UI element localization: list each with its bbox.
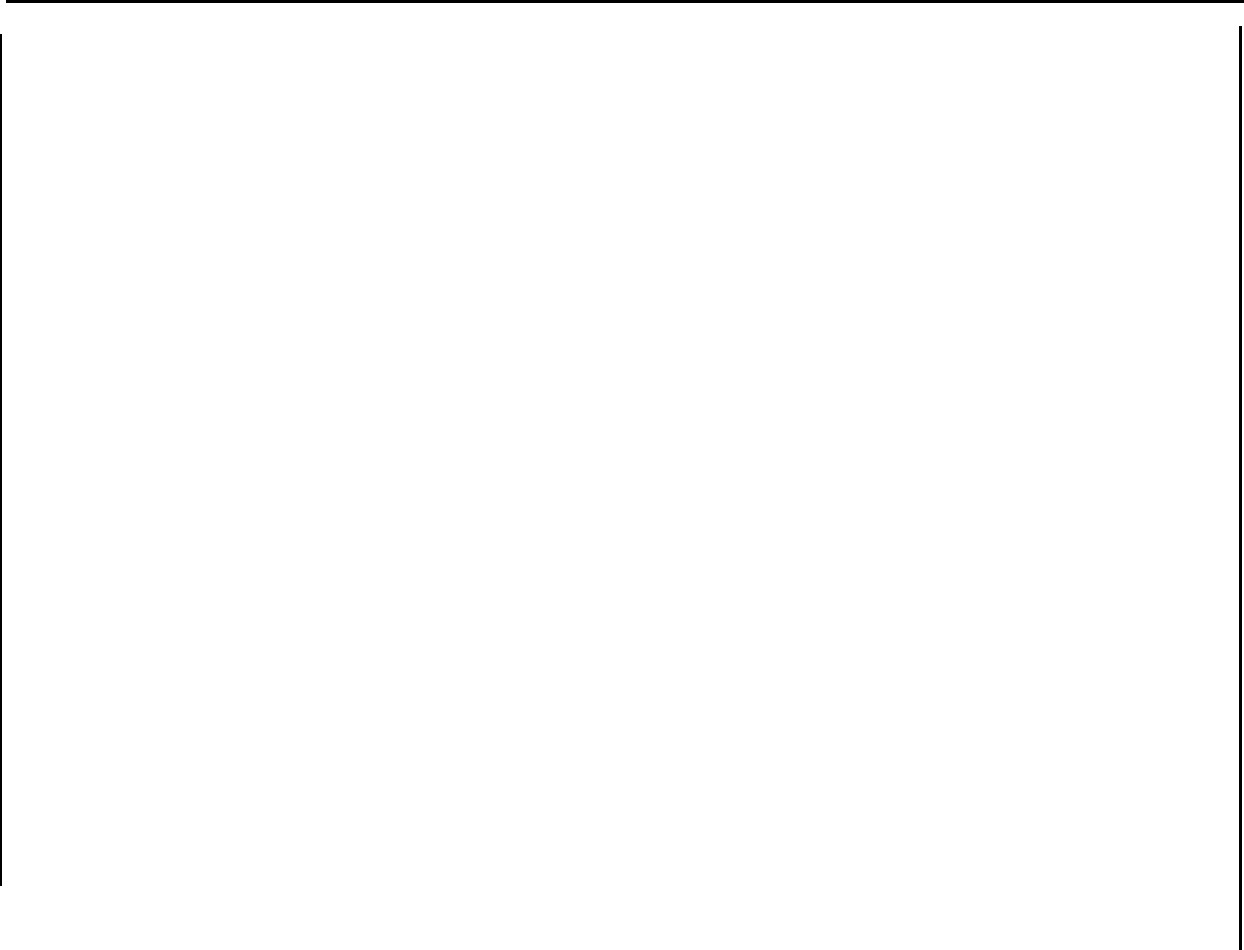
heatmap-cell [730, 57, 1038, 319]
heatmap-cell [730, 319, 1038, 581]
heatmap-grid [115, 57, 1038, 843]
heatmap-cell [423, 319, 731, 581]
screenshot-border-top [6, 0, 1244, 3]
heatmap-cell [423, 581, 731, 843]
heatmap-cell [115, 581, 423, 843]
heatmap-cell [115, 57, 423, 319]
colorbar [1093, 55, 1133, 842]
heatmap-cell [423, 57, 731, 319]
heatmap-cell [730, 581, 1038, 843]
screenshot-border-left [0, 34, 2, 886]
figure [0, 0, 1244, 950]
screenshot-border-right [1239, 26, 1242, 950]
heatmap-cell [115, 319, 423, 581]
